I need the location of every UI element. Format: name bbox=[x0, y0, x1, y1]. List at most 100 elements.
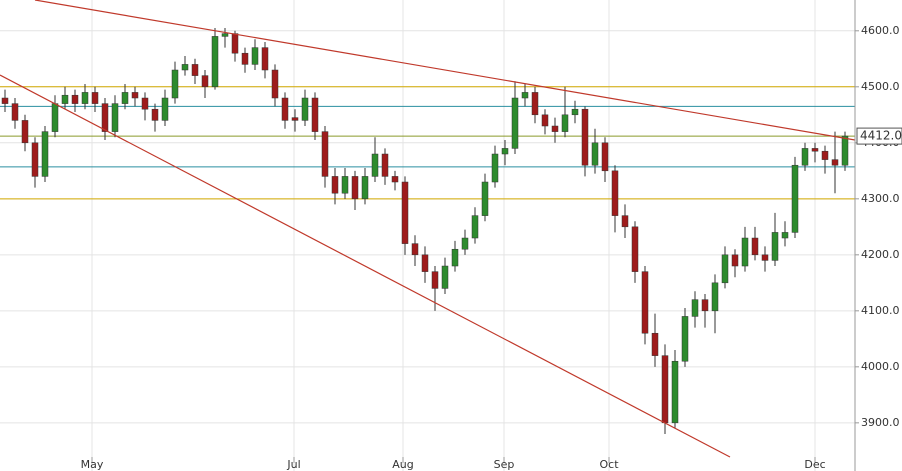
x-tick-label: Sep bbox=[494, 458, 515, 471]
candle-body bbox=[381, 153, 389, 177]
candle-body bbox=[111, 103, 119, 132]
plot-area bbox=[0, 0, 855, 471]
candle-body bbox=[281, 97, 289, 121]
candle-body bbox=[541, 114, 549, 127]
candle-body bbox=[701, 299, 709, 312]
candle-body bbox=[581, 108, 589, 166]
candle-body bbox=[11, 103, 19, 121]
candle-body bbox=[351, 176, 359, 200]
candle-body bbox=[31, 142, 39, 177]
candle-body bbox=[341, 176, 349, 194]
candle-body bbox=[1, 97, 9, 104]
candle-body bbox=[291, 117, 299, 121]
candle-body bbox=[221, 33, 229, 37]
x-tick-label: Dec bbox=[804, 458, 825, 471]
candle-body bbox=[211, 36, 219, 88]
candle-body bbox=[141, 97, 149, 110]
candle-body bbox=[401, 181, 409, 244]
candle-body bbox=[501, 148, 509, 155]
candle-body bbox=[641, 271, 649, 334]
price-marker-label: 4412.0 bbox=[860, 129, 902, 143]
candle-body bbox=[571, 108, 579, 116]
candle-body bbox=[691, 299, 699, 317]
candle-body bbox=[651, 332, 659, 356]
candle-body bbox=[151, 108, 159, 121]
candle-body bbox=[441, 265, 449, 289]
candle-body bbox=[121, 92, 129, 104]
y-tick-label: 4300.0 bbox=[861, 192, 900, 205]
trend-line bbox=[34, 0, 856, 141]
candle-body bbox=[591, 142, 599, 166]
candle-body bbox=[421, 254, 429, 272]
x-tick-label: Oct bbox=[599, 458, 619, 471]
candle-body bbox=[711, 282, 719, 312]
candle-body bbox=[521, 92, 529, 99]
candle-body bbox=[751, 237, 759, 256]
candle-body bbox=[731, 254, 739, 267]
candle-body bbox=[231, 33, 239, 54]
candle-body bbox=[771, 232, 779, 261]
x-tick-label: May bbox=[81, 458, 104, 471]
candle-body bbox=[161, 97, 169, 121]
candle-body bbox=[511, 97, 519, 149]
candle-body bbox=[131, 92, 139, 99]
candle-body bbox=[81, 92, 89, 104]
candle-body bbox=[361, 176, 369, 200]
candle-body bbox=[331, 176, 339, 194]
candle-body bbox=[831, 159, 839, 166]
y-tick-label: 4100.0 bbox=[861, 304, 900, 317]
candle-body bbox=[101, 103, 109, 132]
candle-body bbox=[561, 114, 569, 132]
candle-body bbox=[721, 254, 729, 284]
candle-body bbox=[471, 215, 479, 239]
candle-body bbox=[201, 75, 209, 88]
candle-body bbox=[411, 243, 419, 256]
candle-body bbox=[191, 64, 199, 76]
candle-body bbox=[491, 153, 499, 183]
candle-body bbox=[311, 97, 319, 132]
y-tick-label: 3900.0 bbox=[861, 416, 900, 429]
candle-body bbox=[551, 125, 559, 132]
candle-body bbox=[171, 69, 179, 99]
candle-body bbox=[181, 64, 189, 71]
candle-body bbox=[661, 355, 669, 424]
candle-body bbox=[611, 170, 619, 216]
candle-body bbox=[321, 131, 329, 177]
candle-body bbox=[741, 237, 749, 267]
y-tick-label: 4200.0 bbox=[861, 248, 900, 261]
candle-body bbox=[91, 92, 99, 104]
candle-body bbox=[271, 69, 279, 99]
candle-body bbox=[241, 52, 249, 65]
candle-body bbox=[621, 215, 629, 228]
y-tick-label: 4000.0 bbox=[861, 360, 900, 373]
candle-body bbox=[371, 153, 379, 177]
candle-body bbox=[251, 47, 259, 65]
candle-body bbox=[61, 94, 69, 104]
candle-body bbox=[811, 148, 819, 152]
candle-body bbox=[601, 142, 609, 172]
candle-body bbox=[671, 360, 679, 424]
candle-body bbox=[761, 254, 769, 261]
trend-line bbox=[0, 74, 731, 458]
candle-body bbox=[781, 232, 789, 239]
candle-body bbox=[51, 103, 59, 132]
candle-body bbox=[481, 181, 489, 216]
x-tick-label: Aug bbox=[392, 458, 413, 471]
candle-body bbox=[821, 150, 829, 160]
candle-body bbox=[451, 248, 459, 267]
candle-body bbox=[531, 92, 539, 116]
candle-body bbox=[801, 148, 809, 166]
candle-body bbox=[261, 47, 269, 71]
candle-body bbox=[431, 271, 439, 289]
y-tick-label: 4500.0 bbox=[861, 80, 900, 93]
candle-body bbox=[391, 176, 399, 183]
candle-body bbox=[791, 164, 799, 233]
y-tick-label: 4600.0 bbox=[861, 24, 900, 37]
candle-body bbox=[41, 131, 49, 177]
price-marker-box bbox=[856, 127, 902, 145]
candle-body bbox=[631, 226, 639, 272]
candle-body bbox=[301, 97, 309, 121]
candle-body bbox=[71, 94, 79, 104]
candle-body bbox=[21, 120, 29, 144]
